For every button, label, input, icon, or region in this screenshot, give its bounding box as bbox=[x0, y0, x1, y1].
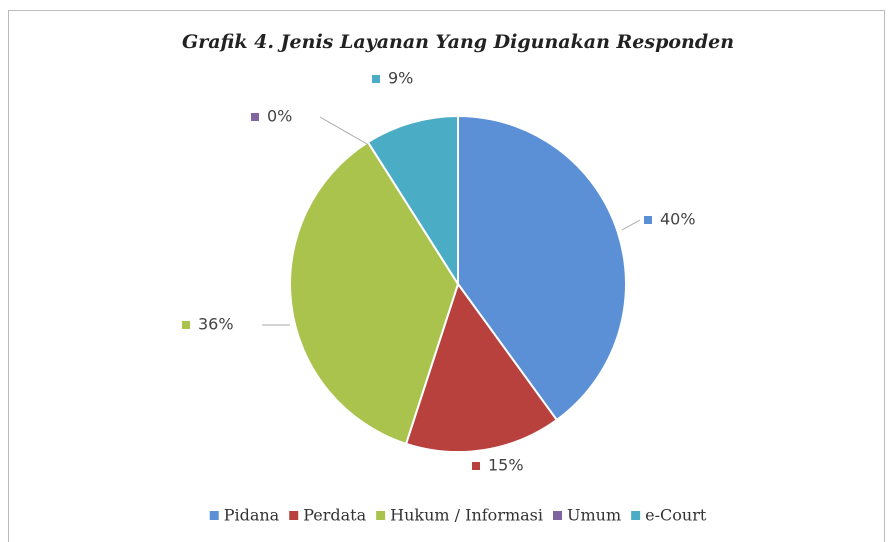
label-marker bbox=[182, 321, 190, 329]
data-label: 9% bbox=[388, 69, 413, 88]
leader-line bbox=[621, 219, 641, 231]
legend-label: Pidana bbox=[224, 506, 280, 525]
data-label: 40% bbox=[660, 210, 696, 229]
label-marker bbox=[372, 75, 380, 83]
legend-marker bbox=[209, 511, 219, 520]
data-label: 36% bbox=[198, 315, 234, 334]
chart-title: Grafik 4. Jenis Layanan Yang Digunakan R… bbox=[182, 31, 734, 53]
leader-line bbox=[319, 116, 375, 149]
pie-slice bbox=[404, 281, 559, 453]
pie-slice bbox=[289, 140, 460, 446]
legend-label: Hukum / Informasi bbox=[390, 506, 543, 525]
legend-marker bbox=[631, 511, 641, 520]
pie-slice bbox=[457, 114, 627, 422]
pie-slice bbox=[366, 114, 459, 288]
legend-label: e-Court bbox=[645, 506, 707, 525]
legend-marker bbox=[376, 511, 386, 520]
label-marker bbox=[251, 113, 259, 121]
label-marker bbox=[644, 216, 652, 224]
legend-marker bbox=[553, 511, 563, 520]
legend-label: Umum bbox=[567, 506, 621, 525]
label-marker bbox=[472, 462, 480, 470]
data-label: 0% bbox=[267, 107, 292, 126]
legend-marker bbox=[289, 511, 299, 520]
legend-label: Perdata bbox=[303, 506, 366, 525]
data-label: 15% bbox=[488, 456, 524, 475]
